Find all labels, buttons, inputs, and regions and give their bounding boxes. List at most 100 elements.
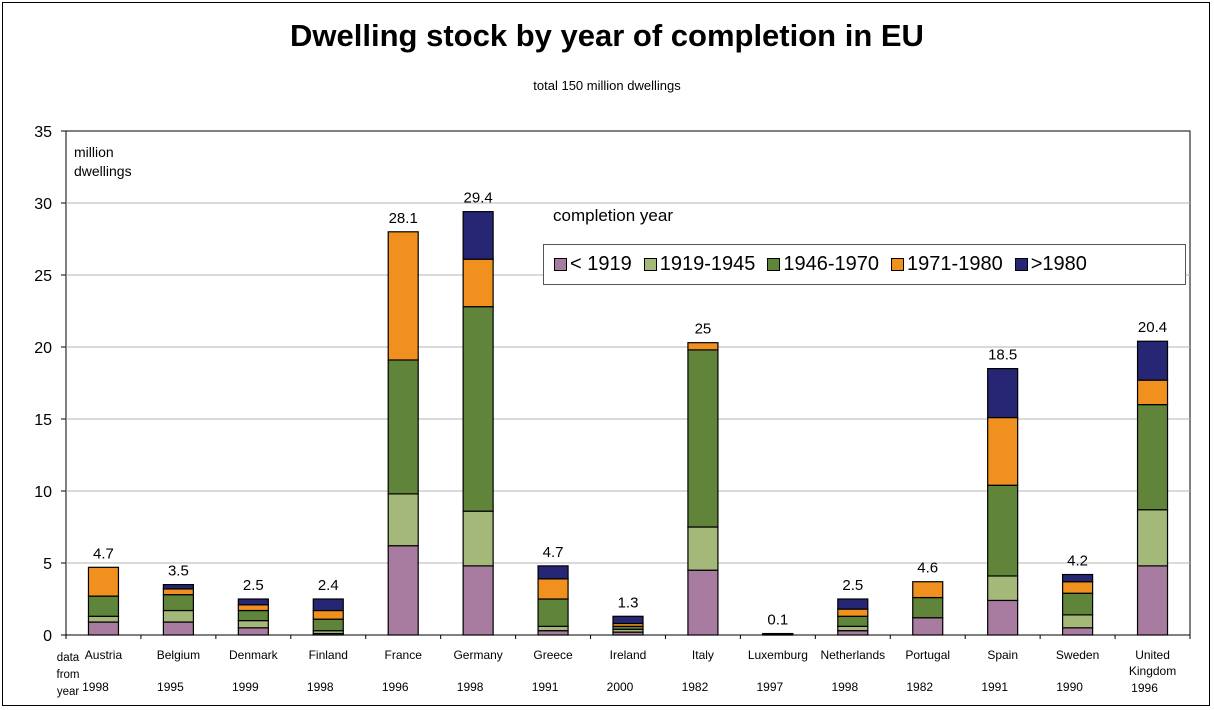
x-tick-label: Portugal <box>905 648 950 662</box>
x-tick-label: Greece <box>533 648 573 662</box>
legend-swatch <box>554 258 567 271</box>
bar-segment <box>462 510 494 567</box>
bar-segment <box>1061 627 1094 636</box>
bar-segment <box>162 609 194 623</box>
category-year-label: 1999 <box>232 680 259 694</box>
y-tick-label: 30 <box>34 196 52 213</box>
data-label: 18.5 <box>988 347 1017 364</box>
bar-segment <box>837 608 869 617</box>
category-year-label: 1982 <box>906 680 933 694</box>
data-label: 3.5 <box>168 563 189 580</box>
bar-segment <box>987 599 1019 636</box>
y-tick-label: 0 <box>43 628 52 645</box>
y-tick-label: 25 <box>34 268 52 285</box>
category-year-label: 1995 <box>157 680 184 694</box>
bar-segment <box>1061 592 1094 616</box>
bar-segment <box>987 368 1019 419</box>
legend-item: 1919-1945 <box>643 253 756 276</box>
bar-segment <box>537 565 569 580</box>
bar-segment <box>87 621 120 636</box>
x-tick-label: Italy <box>692 648 714 662</box>
bar-segment <box>162 588 194 596</box>
x-row-label: data from year <box>56 652 80 698</box>
data-label: 4.2 <box>1067 553 1088 570</box>
legend-title: completion year <box>553 206 674 225</box>
bar-segment <box>912 617 944 636</box>
data-label: 4.7 <box>93 545 114 562</box>
bar-segment <box>687 526 719 571</box>
legend-label: >1980 <box>1030 253 1087 275</box>
y-tick-label: 20 <box>34 340 52 357</box>
data-label: 1.3 <box>618 594 639 611</box>
bar-segment <box>1136 404 1169 511</box>
bar-segment <box>987 484 1019 577</box>
legend-item: >1980 <box>1014 253 1087 276</box>
data-label: 0.1 <box>767 612 788 629</box>
bar-segment <box>237 609 269 622</box>
data-label: 2.4 <box>318 577 339 594</box>
category-year-label: 1991 <box>532 680 559 694</box>
data-label: 2.5 <box>842 577 863 594</box>
x-tick-label: Germany <box>453 648 502 662</box>
bar-segment <box>1136 340 1169 381</box>
bar-segment <box>87 566 120 597</box>
bar-segment <box>987 416 1019 486</box>
x-tick-label: Belgium <box>157 648 200 662</box>
data-label: 4.7 <box>543 544 564 561</box>
bar-segment <box>387 545 419 636</box>
category-year-label: 1991 <box>981 680 1008 694</box>
bar-segment <box>612 615 644 625</box>
bar-segment <box>312 618 344 632</box>
x-tick-label: United <box>1135 648 1170 662</box>
y-tick-label: 5 <box>43 556 52 573</box>
x-tick-label: Sweden <box>1056 648 1099 662</box>
bar-segment <box>987 575 1019 602</box>
category-year-label: 1998 <box>307 680 334 694</box>
bar-segment <box>837 625 869 632</box>
data-label: 29.4 <box>464 190 493 207</box>
bar-segment <box>1061 614 1094 629</box>
x-tick-label: Denmark <box>229 648 279 662</box>
bar-segment <box>912 581 944 599</box>
y-axis-label: million dwellings <box>74 144 132 179</box>
bar-segment <box>237 598 269 606</box>
bar-segment <box>462 258 494 308</box>
data-label: 25 <box>695 321 712 338</box>
legend-label: 1971-1980 <box>907 253 1003 275</box>
bar-segment <box>237 627 269 636</box>
bar-segment <box>387 231 419 361</box>
legend-label: 1919-1945 <box>659 253 756 275</box>
category-year-label: 2000 <box>607 680 634 694</box>
bar-segment <box>87 595 120 617</box>
data-label: 20.4 <box>1138 319 1167 336</box>
bar-segment <box>837 615 869 627</box>
bar-segment <box>462 565 494 636</box>
bar-segment <box>237 619 269 629</box>
bar-segment <box>762 632 794 635</box>
bar-segment <box>462 211 494 260</box>
bar-segment <box>837 630 869 636</box>
data-label: 2.5 <box>243 577 264 594</box>
bar-segment <box>162 621 194 636</box>
bar-segment <box>237 604 269 612</box>
bar-segment <box>537 625 569 632</box>
category-year-label: 1990 <box>1056 680 1083 694</box>
bar-segment <box>837 598 869 610</box>
bar-segment <box>1136 379 1169 406</box>
bar-segment <box>387 359 419 495</box>
category-year-label: 1996 <box>1131 681 1158 695</box>
data-label: 4.6 <box>917 560 938 577</box>
bar-segment <box>912 596 944 619</box>
legend-label: < 1919 <box>570 253 632 275</box>
category-year-label: 1998 <box>457 680 484 694</box>
bar-segment <box>462 306 494 512</box>
bar-segment <box>1136 509 1169 567</box>
legend-swatch <box>891 258 905 271</box>
y-tick-label: 15 <box>34 412 52 429</box>
bar-segment <box>162 583 194 590</box>
bar-segment <box>537 630 569 636</box>
category-year-label: 1996 <box>382 680 409 694</box>
legend-item: 1971-1980 <box>891 253 1003 276</box>
bar-segment <box>1061 573 1094 583</box>
